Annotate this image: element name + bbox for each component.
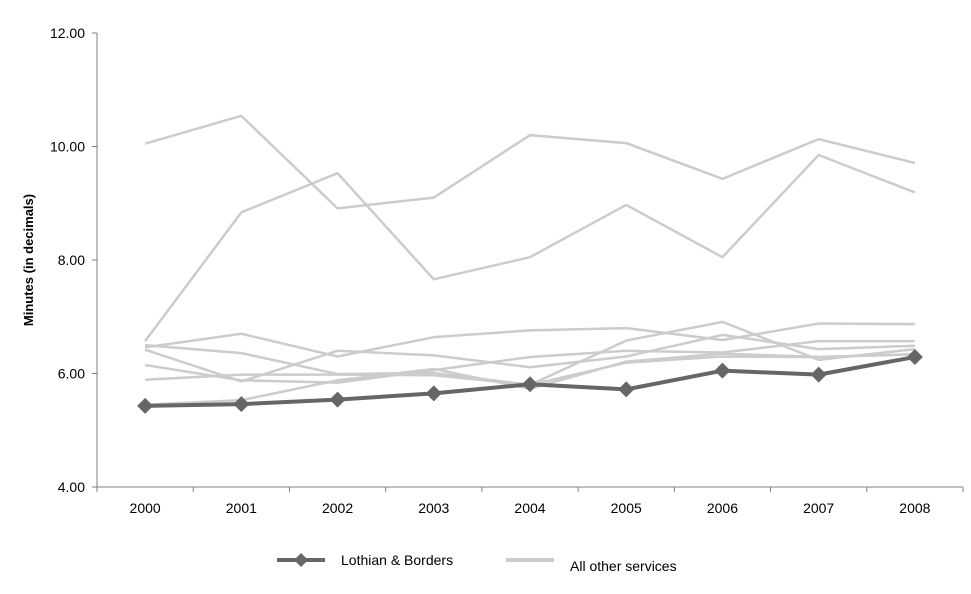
other-service-line [144,322,915,358]
lothian-borders-marker [618,381,635,398]
other-service-line [144,153,916,342]
lothian-borders-marker [137,397,154,414]
x-tick-label: 2006 [707,500,738,516]
x-tick-label: 2005 [611,500,642,516]
legend: Lothian & Borders All other services [277,552,677,574]
legend-label-lothian: Lothian & Borders [341,552,453,568]
y-axis-label: Minutes (in decimals) [21,194,36,326]
x-tick-label: 2001 [226,500,257,516]
x-tick-label: 2008 [899,500,930,516]
x-tick-label: 2002 [322,500,353,516]
y-tick-label: 10.00 [50,139,85,155]
legend-label-other: All other services [570,558,677,574]
axes: 4.00 6.00 8.00 10.00 12.00 2000 2001 2002 2003 20… [50,25,964,516]
highlight-series [137,349,923,414]
legend-swatch-lothian-marker [294,553,308,567]
x-tick-label: 2004 [514,500,545,516]
y-tick-label: 4.00 [58,479,85,495]
y-tick-label: 8.00 [58,252,85,268]
x-tick-label: 2003 [418,500,449,516]
lothian-borders-marker [522,376,538,393]
x-tick-label: 2000 [130,500,161,516]
x-tick-label: 2007 [803,500,834,516]
other-series-lines [144,114,916,406]
other-service-line [144,114,916,210]
lothian-borders-marker [425,385,442,402]
y-tick-label: 6.00 [58,366,85,382]
lothian-borders-marker [810,366,827,383]
y-axis-label-group: Minutes (in decimals) [21,194,36,326]
lothian-borders-marker [714,362,731,379]
lothian-borders-marker [329,391,346,408]
y-tick-label: 12.00 [50,25,85,41]
lothian-borders-marker [906,349,923,366]
lothian-borders-marker [233,396,250,413]
other-service-line [144,339,915,384]
